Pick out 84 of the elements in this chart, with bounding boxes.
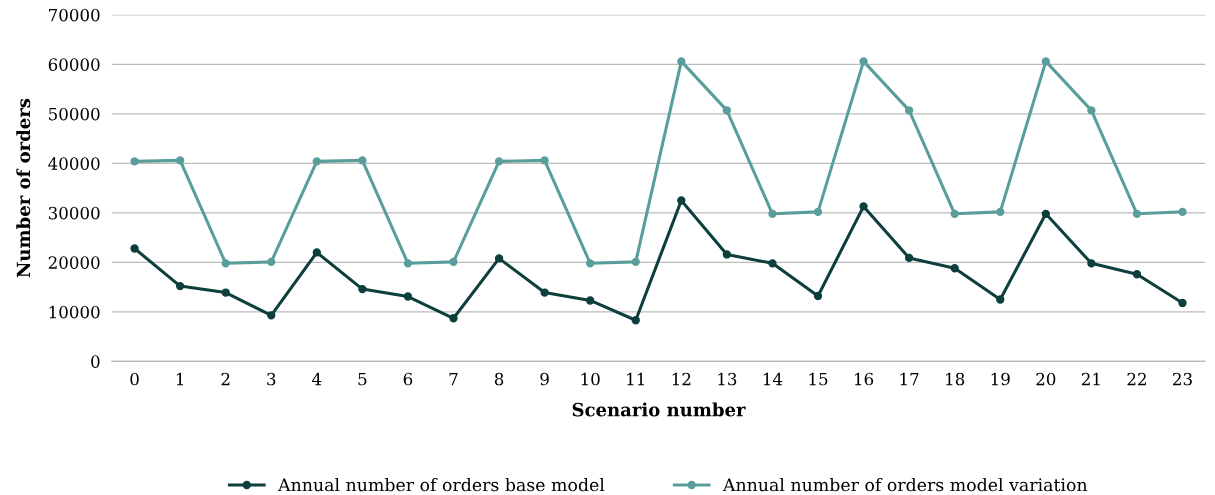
legend-label: Annual number of orders base model: [277, 477, 605, 492]
x-tick-label: 14: [763, 372, 783, 386]
point: [540, 288, 549, 297]
x-tick-label: 13: [718, 372, 737, 386]
x-tick-label: 2: [221, 372, 230, 386]
point: [221, 259, 230, 268]
y-tick-label: 50000: [49, 107, 100, 121]
point: [403, 292, 413, 301]
point: [859, 202, 868, 211]
y-tick-label: 40000: [48, 157, 100, 170]
y-tick-label: 60000: [48, 58, 100, 71]
x-tick-label: 17: [900, 372, 919, 386]
point: [221, 288, 230, 297]
x-tick-label: 22: [1127, 372, 1146, 386]
x-tick-label: 21: [1081, 372, 1100, 386]
x-tick-label: 7: [449, 372, 458, 386]
point: [950, 264, 959, 273]
x-tick-label: 15: [809, 372, 828, 386]
point: [358, 284, 367, 294]
x-tick-label: 5: [358, 372, 367, 386]
point: [130, 157, 139, 166]
point: [813, 291, 823, 301]
point: [904, 106, 914, 115]
x-tick-label: 0: [130, 372, 139, 386]
x-tick-label: 8: [494, 372, 504, 386]
point: [631, 257, 640, 267]
point: [996, 207, 1005, 217]
x-tick-label: 3: [267, 372, 276, 386]
point: [677, 196, 686, 205]
point: [768, 209, 777, 219]
y-axis-title: Number of orders: [16, 98, 31, 278]
x-tick-label: 18: [946, 372, 965, 386]
point: [267, 311, 276, 320]
point: [1087, 259, 1096, 268]
point: [813, 207, 823, 217]
point: [768, 259, 777, 268]
point: [859, 57, 868, 66]
point: [494, 254, 504, 263]
point: [631, 316, 640, 325]
point: [540, 156, 549, 165]
y-tick-label: 20000: [48, 256, 100, 269]
point: [677, 57, 686, 66]
point: [586, 296, 595, 305]
x-tick-label: 10: [581, 372, 600, 386]
y-tick-label: 30000: [48, 206, 100, 220]
x-tick-label: 1: [176, 372, 184, 386]
point: [175, 156, 185, 165]
point: [586, 259, 595, 268]
y-tick-label: 10000: [49, 305, 100, 319]
point: [267, 257, 276, 267]
point: [1178, 207, 1187, 217]
y-tick-label: 0: [91, 355, 100, 368]
point: [1132, 209, 1142, 219]
point: [403, 259, 413, 268]
point: [1178, 298, 1187, 308]
x-tick-label: 12: [672, 372, 691, 386]
point: [494, 157, 504, 166]
point: [175, 281, 185, 291]
point: [950, 209, 959, 219]
x-tick-label: 11: [627, 372, 644, 386]
point: [312, 157, 321, 166]
point: [1041, 209, 1050, 219]
point: [449, 314, 458, 323]
x-tick-label: 20: [1036, 372, 1056, 386]
x-tick-label: 23: [1173, 372, 1192, 386]
x-tick-label: 4: [312, 372, 322, 386]
point: [904, 253, 914, 263]
y-tick-label: 70000: [49, 8, 100, 22]
point: [130, 244, 139, 253]
x-tick-label: 6: [403, 372, 413, 386]
point: [312, 248, 321, 257]
point: [1041, 57, 1050, 66]
x-tick-label: 19: [991, 372, 1010, 386]
point: [1087, 106, 1096, 115]
x-axis-title: Scenario number: [572, 402, 746, 417]
x-tick-label: 9: [540, 372, 549, 386]
point: [722, 250, 732, 259]
x-tick-label: 16: [854, 372, 874, 386]
legend-label: Annual number of orders model variation: [722, 477, 1088, 492]
point: [1132, 270, 1142, 279]
point: [358, 156, 367, 165]
point: [449, 257, 458, 267]
point: [722, 106, 732, 115]
point: [996, 295, 1005, 304]
